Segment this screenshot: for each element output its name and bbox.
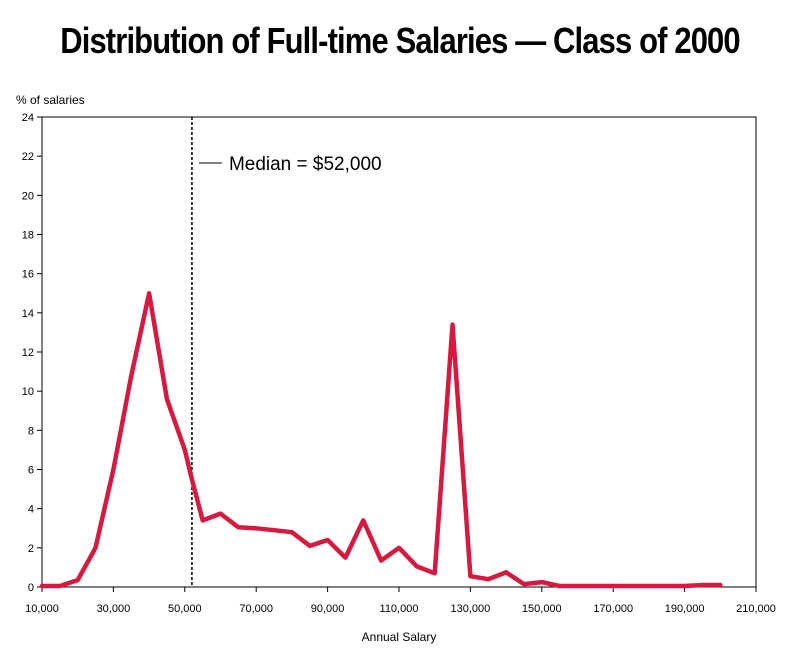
median-label: Median = $52,000 <box>229 154 382 175</box>
x-tick-label: 130,000 <box>451 603 491 615</box>
series-group <box>39 291 723 589</box>
data-point <box>452 324 454 326</box>
data-point <box>559 585 561 587</box>
y-tick-label: 16 <box>22 269 34 281</box>
y-tick-label: 12 <box>22 347 34 359</box>
data-point <box>594 585 596 587</box>
x-axis-title: Annual Salary <box>362 630 437 644</box>
data-point <box>291 531 293 533</box>
y-tick-label: 24 <box>22 112 34 124</box>
data-point <box>469 575 471 577</box>
data-point <box>719 584 721 586</box>
data-point <box>577 585 578 587</box>
data-point <box>362 519 364 521</box>
y-tick-label: 8 <box>28 425 34 437</box>
data-point <box>41 585 43 587</box>
data-point <box>59 585 61 587</box>
data-point <box>327 539 329 541</box>
x-tick-label: 210,000 <box>736 603 776 615</box>
y-tick-label: 2 <box>28 543 34 555</box>
x-axis: 10,000 30,000 50,000 70,000 90,000 110,000 130… <box>25 587 776 615</box>
data-point <box>184 449 186 451</box>
data-point <box>541 581 543 583</box>
y-tick-label: 10 <box>22 386 34 398</box>
x-tick-label: 150,000 <box>522 603 562 615</box>
x-tick-label: 10,000 <box>25 603 59 615</box>
data-point <box>166 398 168 400</box>
y-tick-label: 22 <box>22 151 34 163</box>
plot-frame <box>41 116 757 588</box>
data-point <box>220 513 221 515</box>
data-point <box>148 292 150 294</box>
data-point <box>630 585 632 587</box>
data-point <box>523 583 525 585</box>
y-tick-label: 18 <box>22 230 34 242</box>
y-axis-title: % of salaries <box>16 93 85 107</box>
data-point <box>648 585 650 587</box>
median-reference: Median = $52,000 <box>191 117 382 587</box>
chart-title: Distribution of Full-time Salaries — Cla… <box>60 20 740 61</box>
data-point <box>505 571 507 573</box>
y-tick-label: 20 <box>22 190 34 202</box>
y-tick-label: 6 <box>28 465 34 477</box>
x-tick-label: 190,000 <box>665 603 705 615</box>
data-point <box>398 547 400 549</box>
data-point <box>237 526 239 528</box>
y-tick-label: 4 <box>28 504 34 516</box>
data-point <box>380 560 382 562</box>
data-point <box>202 519 204 521</box>
data-point <box>77 579 79 581</box>
data-point <box>701 584 703 586</box>
x-tick-label: 30,000 <box>97 603 131 615</box>
x-tick-label: 50,000 <box>168 603 202 615</box>
data-point <box>95 547 97 549</box>
data-point <box>487 578 489 580</box>
data-point <box>612 585 614 587</box>
x-tick-label: 170,000 <box>593 603 633 615</box>
data-point <box>255 527 257 529</box>
data-point <box>112 469 114 470</box>
data-point <box>344 557 346 559</box>
data-point <box>130 375 132 376</box>
data-point <box>434 572 436 574</box>
data-point <box>309 545 311 547</box>
data-point <box>666 585 668 587</box>
x-tick-label: 110,000 <box>380 603 419 615</box>
data-point <box>416 565 418 567</box>
series-line <box>39 291 723 589</box>
y-tick-label: 0 <box>28 582 34 594</box>
x-tick-label: 70,000 <box>239 603 273 615</box>
y-tick-label: 14 <box>22 308 34 320</box>
x-tick-label: 90,000 <box>311 603 345 615</box>
data-point <box>273 529 275 531</box>
data-point <box>684 585 686 587</box>
data-point <box>191 478 193 480</box>
